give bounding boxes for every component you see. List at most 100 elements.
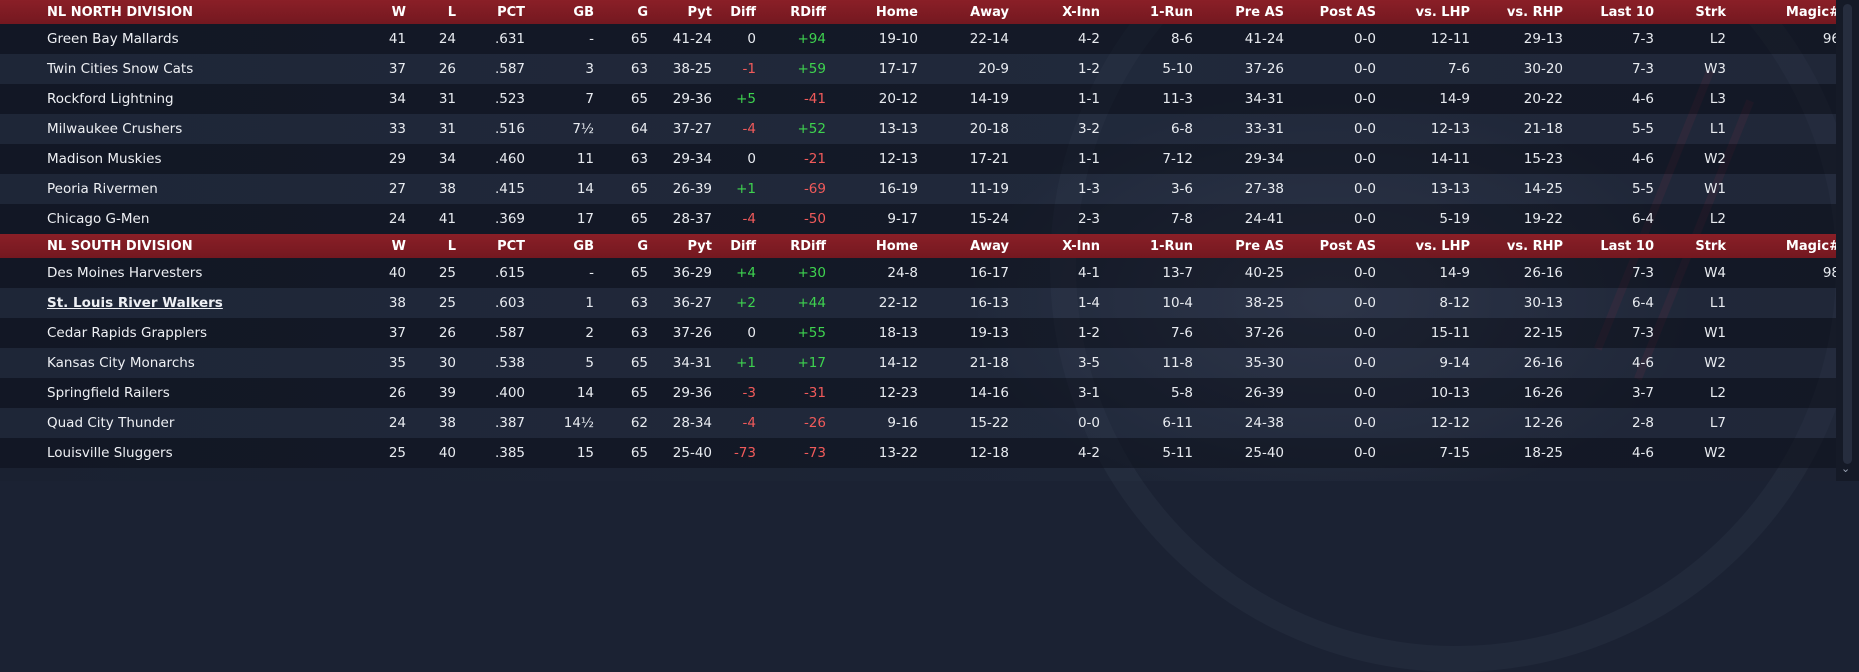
- column-header-vs_lhp[interactable]: vs. LHP: [1415, 4, 1470, 20]
- team-row[interactable]: Peoria Rivermen 27 38 .415 14 65 26-39 +1 -69 16-…: [0, 174, 1836, 204]
- cell-pct: .587: [494, 61, 525, 77]
- column-header-xinn[interactable]: X-Inn: [1062, 238, 1100, 254]
- cell-rdiff: +52: [797, 121, 827, 137]
- cell-post_as: 0-0: [1353, 181, 1376, 197]
- column-header-w[interactable]: W: [391, 238, 406, 254]
- column-header-magic[interactable]: Magic#: [1785, 4, 1840, 20]
- team-name[interactable]: Kansas City Monarchs: [47, 355, 195, 371]
- cell-pyt: 26-39: [672, 181, 712, 197]
- cell-away: 17-21: [969, 151, 1009, 167]
- team-row[interactable]: Twin Cities Snow Cats 37 26 .587 3 63 38-25 -1 +…: [0, 54, 1836, 84]
- column-header-l[interactable]: L: [447, 4, 456, 20]
- team-row[interactable]: Chicago G-Men 24 41 .369 17 65 28-37 -4 -50 9-17 1…: [0, 204, 1836, 234]
- column-header-vs_rhp[interactable]: vs. RHP: [1506, 4, 1563, 20]
- column-header-pyt[interactable]: Pyt: [687, 4, 712, 20]
- cell-diff: +1: [736, 355, 756, 371]
- team-name[interactable]: Chicago G-Men: [47, 211, 150, 227]
- column-header-onerun[interactable]: 1-Run: [1150, 238, 1193, 254]
- team-row[interactable]: Madison Muskies 29 34 .460 11 63 29-34 0 -21 12-1…: [0, 144, 1836, 174]
- column-header-rdiff[interactable]: RDiff: [790, 4, 826, 20]
- cell-onerun: 10-4: [1162, 295, 1193, 311]
- column-header-pre_as[interactable]: Pre AS: [1235, 238, 1284, 254]
- cell-vs_lhp: 9-14: [1439, 355, 1470, 371]
- cell-pyt: 36-29: [672, 265, 712, 281]
- column-header-last10[interactable]: Last 10: [1600, 238, 1654, 254]
- vertical-scrollbar[interactable]: ⌄: [1836, 0, 1859, 481]
- column-header-away[interactable]: Away: [970, 4, 1009, 20]
- team-name[interactable]: St. Louis River Walkers: [47, 295, 223, 311]
- cell-pyt: 38-25: [672, 61, 712, 77]
- column-header-vs_lhp[interactable]: vs. LHP: [1415, 238, 1470, 254]
- team-name[interactable]: Milwaukee Crushers: [47, 121, 183, 137]
- team-row[interactable]: Louisville Sluggers 25 40 .385 15 65 25-40 -73 -…: [0, 438, 1836, 468]
- cell-home: 13-22: [878, 445, 918, 461]
- team-name[interactable]: Quad City Thunder: [47, 415, 175, 431]
- team-row[interactable]: St. Louis River Walkers 38 25 .603 1 63 36-27 +…: [0, 288, 1836, 318]
- column-header-w[interactable]: W: [391, 4, 406, 20]
- team-row[interactable]: Cedar Rapids Grapplers 37 26 .587 2 63 37-26 0 +…: [0, 318, 1836, 348]
- cell-g: 64: [630, 121, 648, 137]
- column-header-magic[interactable]: Magic#: [1785, 238, 1840, 254]
- cell-gb: 7½: [572, 121, 594, 137]
- column-header-post_as[interactable]: Post AS: [1319, 238, 1376, 254]
- column-header-g[interactable]: G: [637, 4, 648, 20]
- column-header-vs_rhp[interactable]: vs. RHP: [1506, 238, 1563, 254]
- team-name[interactable]: Rockford Lightning: [47, 91, 174, 107]
- column-header-diff[interactable]: Diff: [730, 238, 756, 254]
- team-name[interactable]: Des Moines Harvesters: [47, 265, 203, 281]
- team-row[interactable]: Kansas City Monarchs 35 30 .538 5 65 34-31 +1 +1…: [0, 348, 1836, 378]
- cell-w: 25: [388, 445, 406, 461]
- division-header: NL SOUTH DIVISION W L PCT GB G Pyt Diff RDiff Hom…: [0, 234, 1840, 258]
- team-name[interactable]: Springfield Railers: [47, 385, 170, 401]
- team-name[interactable]: Louisville Sluggers: [47, 445, 173, 461]
- team-name[interactable]: Madison Muskies: [47, 151, 162, 167]
- column-header-strk[interactable]: Strk: [1695, 238, 1726, 254]
- cell-g: 62: [630, 415, 648, 431]
- cell-strk: W1: [1704, 325, 1726, 341]
- column-header-onerun[interactable]: 1-Run: [1150, 4, 1193, 20]
- column-header-strk[interactable]: Strk: [1695, 4, 1726, 20]
- division-name: NL SOUTH DIVISION: [47, 238, 193, 254]
- team-name[interactable]: Green Bay Mallards: [47, 31, 179, 47]
- column-header-rdiff[interactable]: RDiff: [790, 238, 826, 254]
- cell-xinn: 1-4: [1077, 295, 1100, 311]
- cell-gb: 14: [576, 385, 594, 401]
- column-header-pct[interactable]: PCT: [497, 4, 525, 20]
- column-header-g[interactable]: G: [637, 238, 648, 254]
- team-name[interactable]: Cedar Rapids Grapplers: [47, 325, 208, 341]
- cell-post_as: 0-0: [1353, 265, 1376, 281]
- cell-vs_rhp: 19-22: [1523, 211, 1563, 227]
- column-header-home[interactable]: Home: [875, 4, 918, 20]
- column-header-gb[interactable]: GB: [573, 4, 594, 20]
- scrollbar-thumb[interactable]: [1843, 4, 1852, 464]
- column-header-gb[interactable]: GB: [573, 238, 594, 254]
- scroll-down-arrow-icon[interactable]: ⌄: [1841, 462, 1851, 475]
- column-header-xinn[interactable]: X-Inn: [1062, 4, 1100, 20]
- column-header-l[interactable]: L: [447, 238, 456, 254]
- team-row[interactable]: Des Moines Harvesters 40 25 .615 - 65 36-29 +4 +…: [0, 258, 1840, 288]
- column-header-last10[interactable]: Last 10: [1600, 4, 1654, 20]
- team-row[interactable]: Green Bay Mallards 41 24 .631 - 65 41-24 0 +94 19…: [0, 24, 1840, 54]
- column-header-away[interactable]: Away: [970, 238, 1009, 254]
- team-row[interactable]: Rockford Lightning 34 31 .523 7 65 29-36 +5 -41 2…: [0, 84, 1836, 114]
- column-header-diff[interactable]: Diff: [730, 4, 756, 20]
- cell-l: 25: [438, 265, 456, 281]
- column-header-pre_as[interactable]: Pre AS: [1235, 4, 1284, 20]
- team-name[interactable]: Twin Cities Snow Cats: [47, 61, 194, 77]
- column-header-post_as[interactable]: Post AS: [1319, 4, 1376, 20]
- column-header-pct[interactable]: PCT: [497, 238, 525, 254]
- cell-home: 17-17: [878, 61, 918, 77]
- cell-pre_as: 38-25: [1244, 295, 1284, 311]
- team-row[interactable]: Milwaukee Crushers 33 31 .516 7½ 64 37-27 -4 +52…: [0, 114, 1836, 144]
- column-header-home[interactable]: Home: [875, 238, 918, 254]
- cell-xinn: 4-1: [1077, 265, 1100, 281]
- cell-home: 12-13: [878, 151, 918, 167]
- team-name[interactable]: Peoria Rivermen: [47, 181, 158, 197]
- cell-gb: 7: [585, 91, 594, 107]
- team-row[interactable]: Springfield Railers 26 39 .400 14 65 29-36 -3 -3…: [0, 378, 1836, 408]
- cell-diff: +5: [736, 91, 756, 107]
- column-header-pyt[interactable]: Pyt: [687, 238, 712, 254]
- cell-vs_rhp: 16-26: [1523, 385, 1563, 401]
- team-row[interactable]: Quad City Thunder 24 38 .387 14½ 62 28-34 -4 -26…: [0, 408, 1836, 438]
- cell-vs_lhp: 12-11: [1430, 31, 1470, 47]
